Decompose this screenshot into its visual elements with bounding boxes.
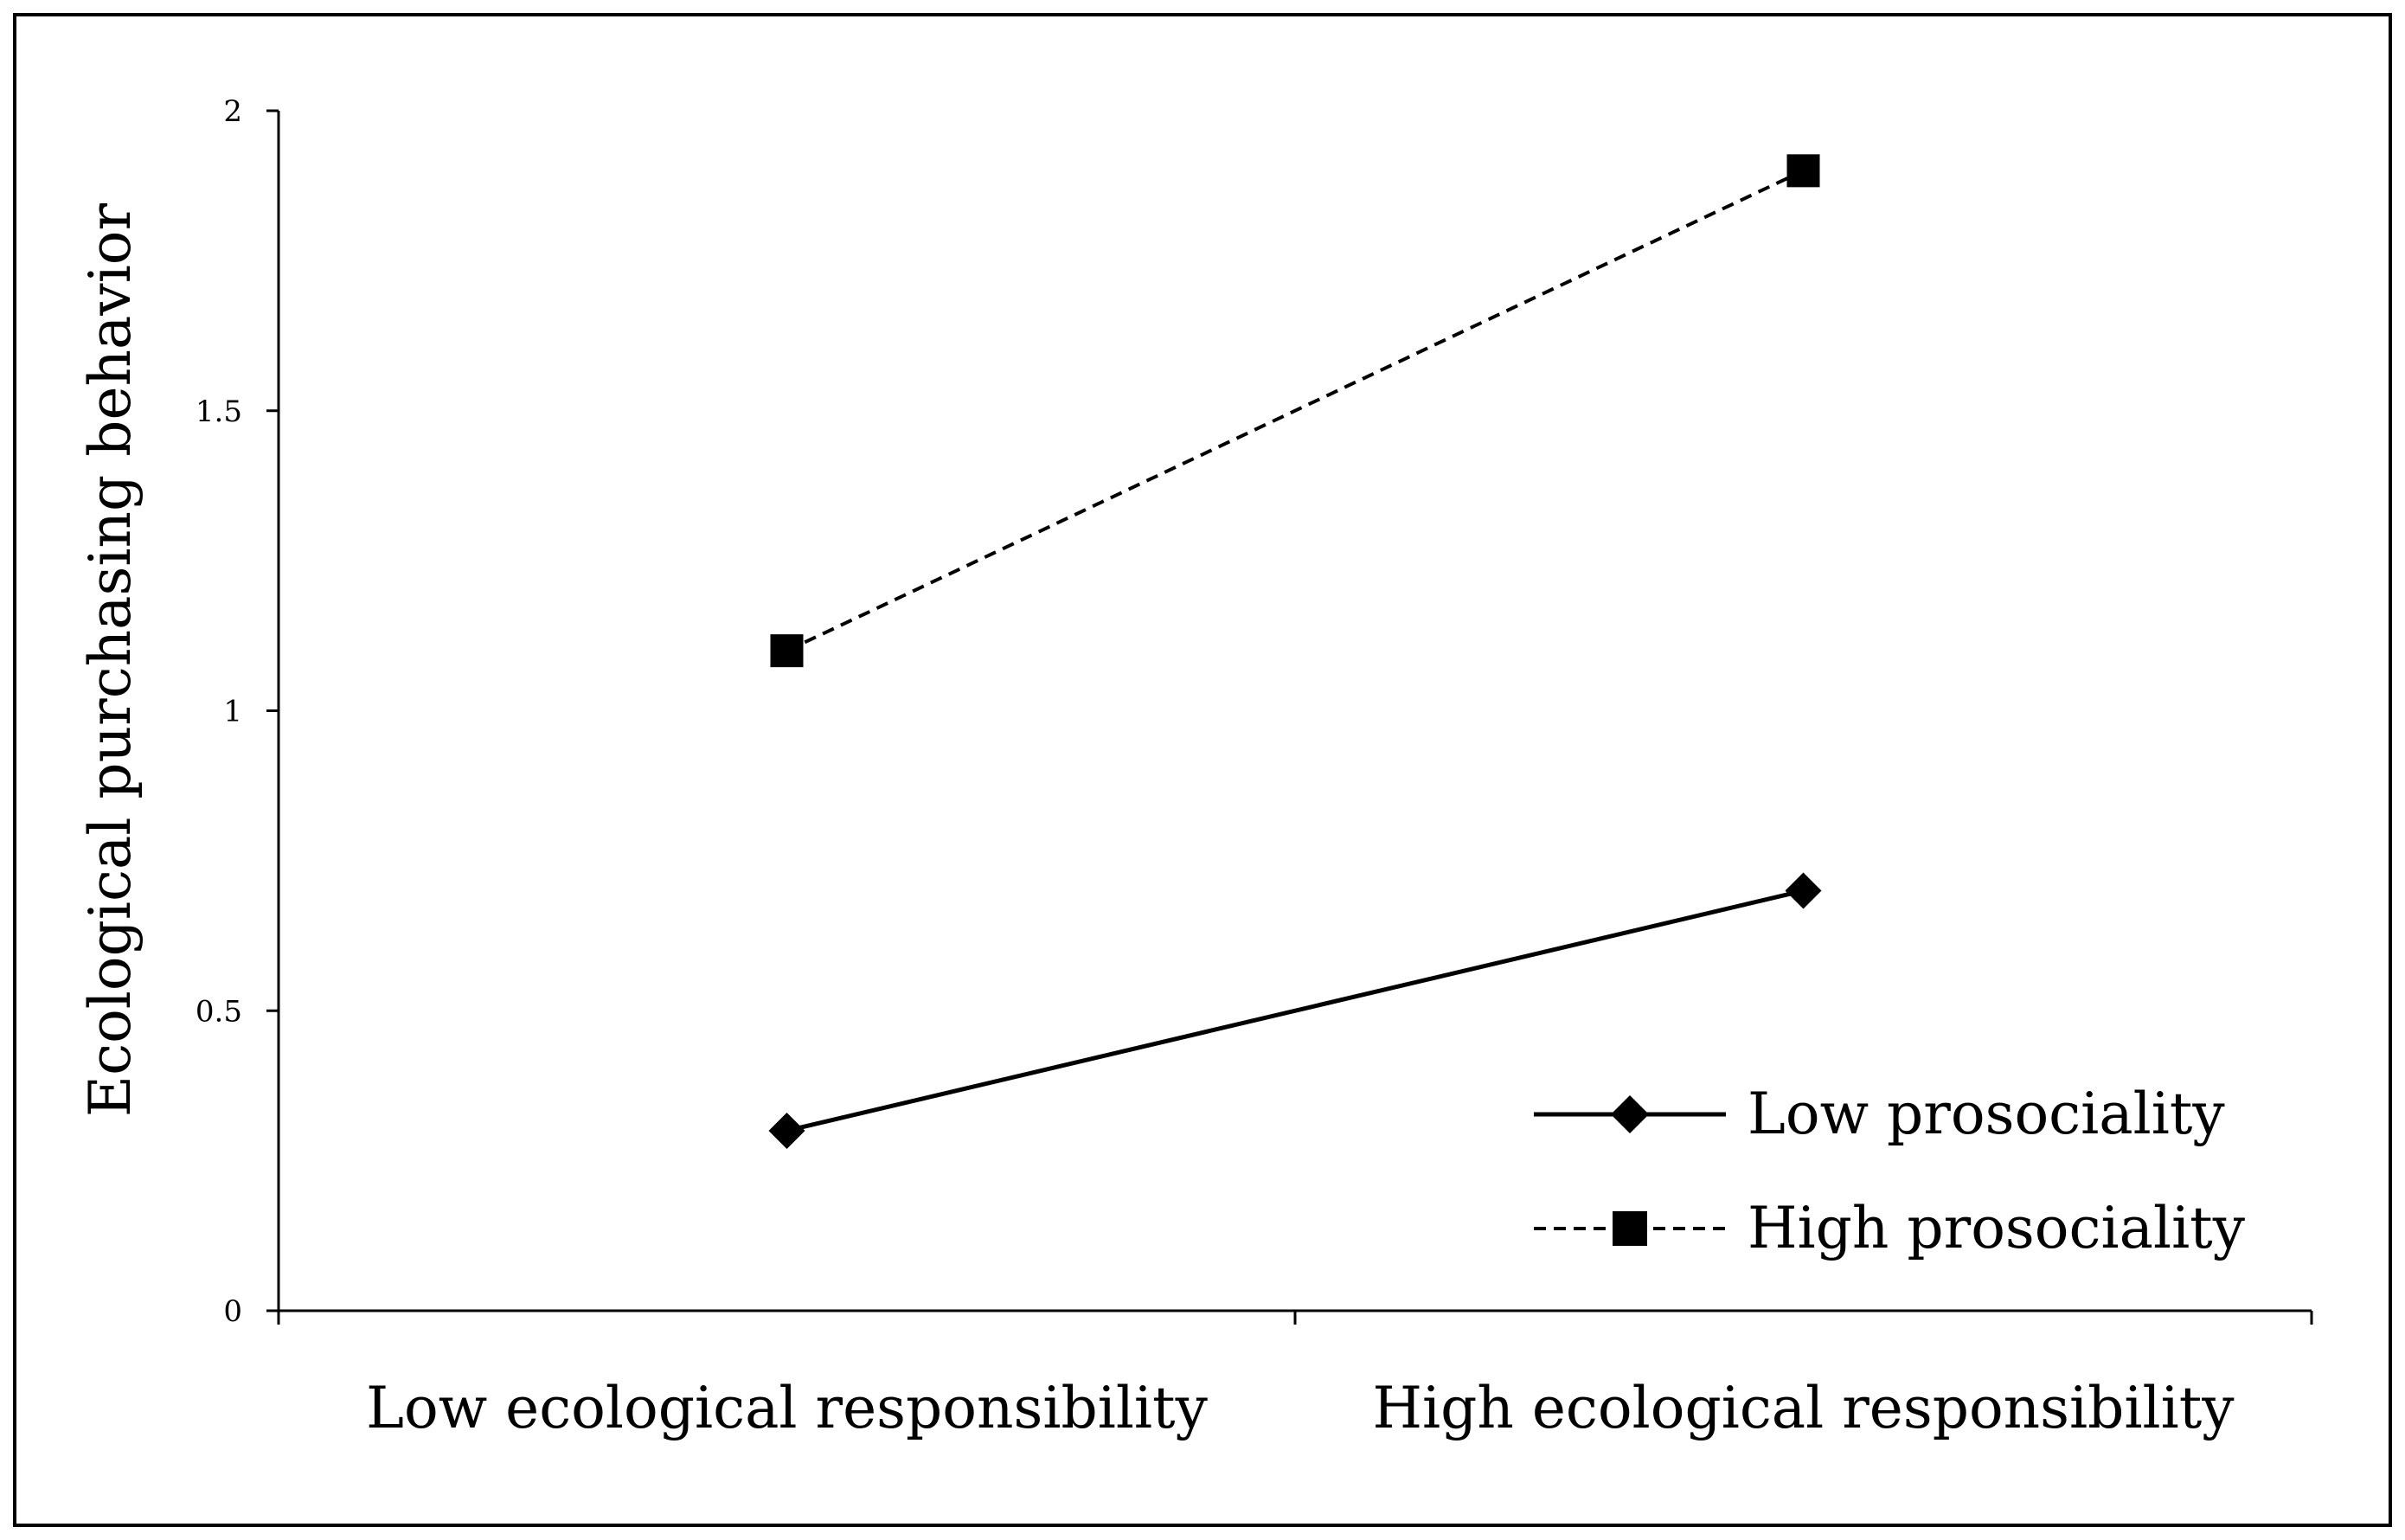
- y-tick-label: 1.5: [196, 395, 242, 429]
- series-layer: [768, 154, 1822, 1149]
- y-axis-title: Ecological purchasing behavior: [77, 202, 144, 1117]
- series-line: [786, 169, 1805, 652]
- diamond-marker: [1785, 872, 1822, 909]
- square-marker: [1786, 154, 1820, 188]
- x-category-label: Low ecological responsibility: [366, 1375, 1208, 1441]
- y-axis-ticks: 0 0.5 1 1.5 2: [196, 94, 279, 1329]
- series-line: [786, 889, 1805, 1133]
- diamond-marker: [768, 1112, 805, 1149]
- square-marker: [1613, 1211, 1647, 1246]
- y-tick-label: 0: [223, 1294, 242, 1329]
- legend-item: Low prosociality: [1534, 1081, 2225, 1147]
- y-tick-label: 2: [223, 94, 242, 129]
- series-low: [768, 872, 1822, 1149]
- legend-label: High prosociality: [1748, 1195, 2246, 1261]
- figure-border: [13, 13, 2392, 1527]
- x-axis-ticks: Low ecological responsibility High ecolog…: [277, 1311, 2313, 1441]
- legend: Low prosociality High prosociality: [1534, 1081, 2246, 1261]
- legend-item: High prosociality: [1534, 1195, 2246, 1261]
- y-tick-label: 1: [223, 695, 242, 729]
- diamond-marker: [1611, 1095, 1649, 1133]
- square-marker: [770, 634, 804, 668]
- y-tick-label: 0.5: [196, 994, 242, 1029]
- x-category-label: High ecological responsibility: [1372, 1375, 2235, 1441]
- series-high: [770, 154, 1820, 668]
- legend-label: Low prosociality: [1748, 1081, 2225, 1147]
